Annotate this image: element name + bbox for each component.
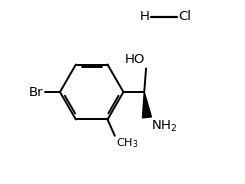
Text: H: H [140,10,150,23]
Text: HO: HO [125,53,145,66]
Polygon shape [142,92,151,118]
Text: Br: Br [29,86,44,98]
Text: NH$_2$: NH$_2$ [151,119,177,134]
Text: Cl: Cl [179,10,192,23]
Text: CH$_3$: CH$_3$ [116,137,138,151]
